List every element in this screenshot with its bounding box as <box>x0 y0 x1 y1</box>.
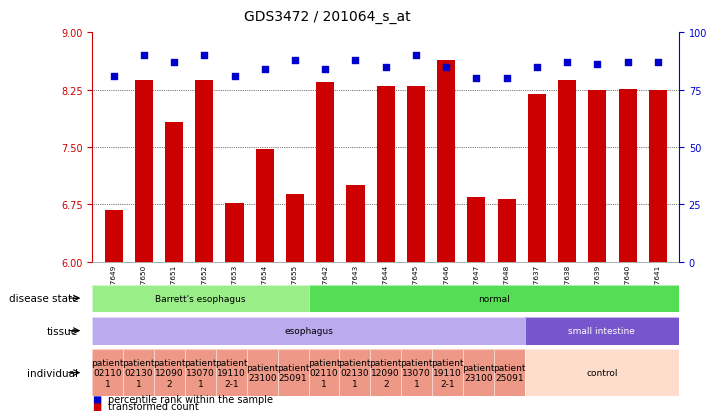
Point <box>471 76 482 82</box>
Bar <box>588 90 606 262</box>
Text: patient
19110
2-1: patient 19110 2-1 <box>431 358 464 387</box>
Bar <box>165 123 183 262</box>
Text: GDS3472 / 201064_s_at: GDS3472 / 201064_s_at <box>244 10 410 24</box>
Bar <box>316 83 334 262</box>
Point <box>229 73 240 80</box>
Text: patient
23100: patient 23100 <box>462 363 495 382</box>
Point <box>441 64 452 71</box>
Text: esophagus: esophagus <box>284 326 333 335</box>
Point <box>169 59 180 66</box>
Point <box>380 64 392 71</box>
Text: patient
25091: patient 25091 <box>277 363 309 382</box>
Text: control: control <box>586 368 618 377</box>
Bar <box>619 90 636 262</box>
Bar <box>346 186 365 262</box>
Bar <box>377 87 395 262</box>
Bar <box>648 90 667 262</box>
Text: percentile rank within the sample: percentile rank within the sample <box>108 394 273 404</box>
Text: patient
25091: patient 25091 <box>493 363 525 382</box>
Text: patient
12090
2: patient 12090 2 <box>154 358 186 387</box>
Bar <box>407 87 425 262</box>
Text: patient
02110
1: patient 02110 1 <box>308 358 341 387</box>
Bar <box>558 81 576 262</box>
Point <box>410 53 422 59</box>
Text: ■: ■ <box>92 394 102 404</box>
Text: patient
19110
2-1: patient 19110 2-1 <box>215 358 247 387</box>
Point <box>319 66 331 73</box>
Text: ■: ■ <box>92 401 102 411</box>
Text: patient
12090
2: patient 12090 2 <box>370 358 402 387</box>
Point <box>652 59 663 66</box>
Text: patient
02130
1: patient 02130 1 <box>338 358 371 387</box>
Text: individual: individual <box>27 368 78 378</box>
Point <box>289 57 301 64</box>
Bar <box>528 95 546 262</box>
Bar <box>105 210 123 262</box>
Text: tissue: tissue <box>47 326 78 336</box>
Point <box>562 59 573 66</box>
Text: patient
02130
1: patient 02130 1 <box>122 358 155 387</box>
Point <box>592 62 603 69</box>
Point <box>138 53 149 59</box>
Text: patient
13070
1: patient 13070 1 <box>400 358 433 387</box>
Text: normal: normal <box>478 294 510 303</box>
Bar <box>286 195 304 262</box>
Point <box>501 76 513 82</box>
Point <box>531 64 542 71</box>
Bar <box>225 204 244 262</box>
Bar <box>135 81 153 262</box>
Point <box>622 59 634 66</box>
Bar <box>256 150 274 262</box>
Bar <box>196 81 213 262</box>
Bar <box>467 197 486 262</box>
Point <box>259 66 270 73</box>
Bar <box>498 199 515 262</box>
Bar <box>437 61 455 262</box>
Point <box>108 73 119 80</box>
Point <box>198 53 210 59</box>
Text: patient
02110
1: patient 02110 1 <box>92 358 124 387</box>
Text: patient
23100: patient 23100 <box>246 363 279 382</box>
Text: transformed count: transformed count <box>108 401 199 411</box>
Text: Barrett's esophagus: Barrett's esophagus <box>155 294 246 303</box>
Text: small intestine: small intestine <box>568 326 635 335</box>
Text: disease state: disease state <box>9 293 78 304</box>
Point <box>350 57 361 64</box>
Text: patient
13070
1: patient 13070 1 <box>184 358 217 387</box>
